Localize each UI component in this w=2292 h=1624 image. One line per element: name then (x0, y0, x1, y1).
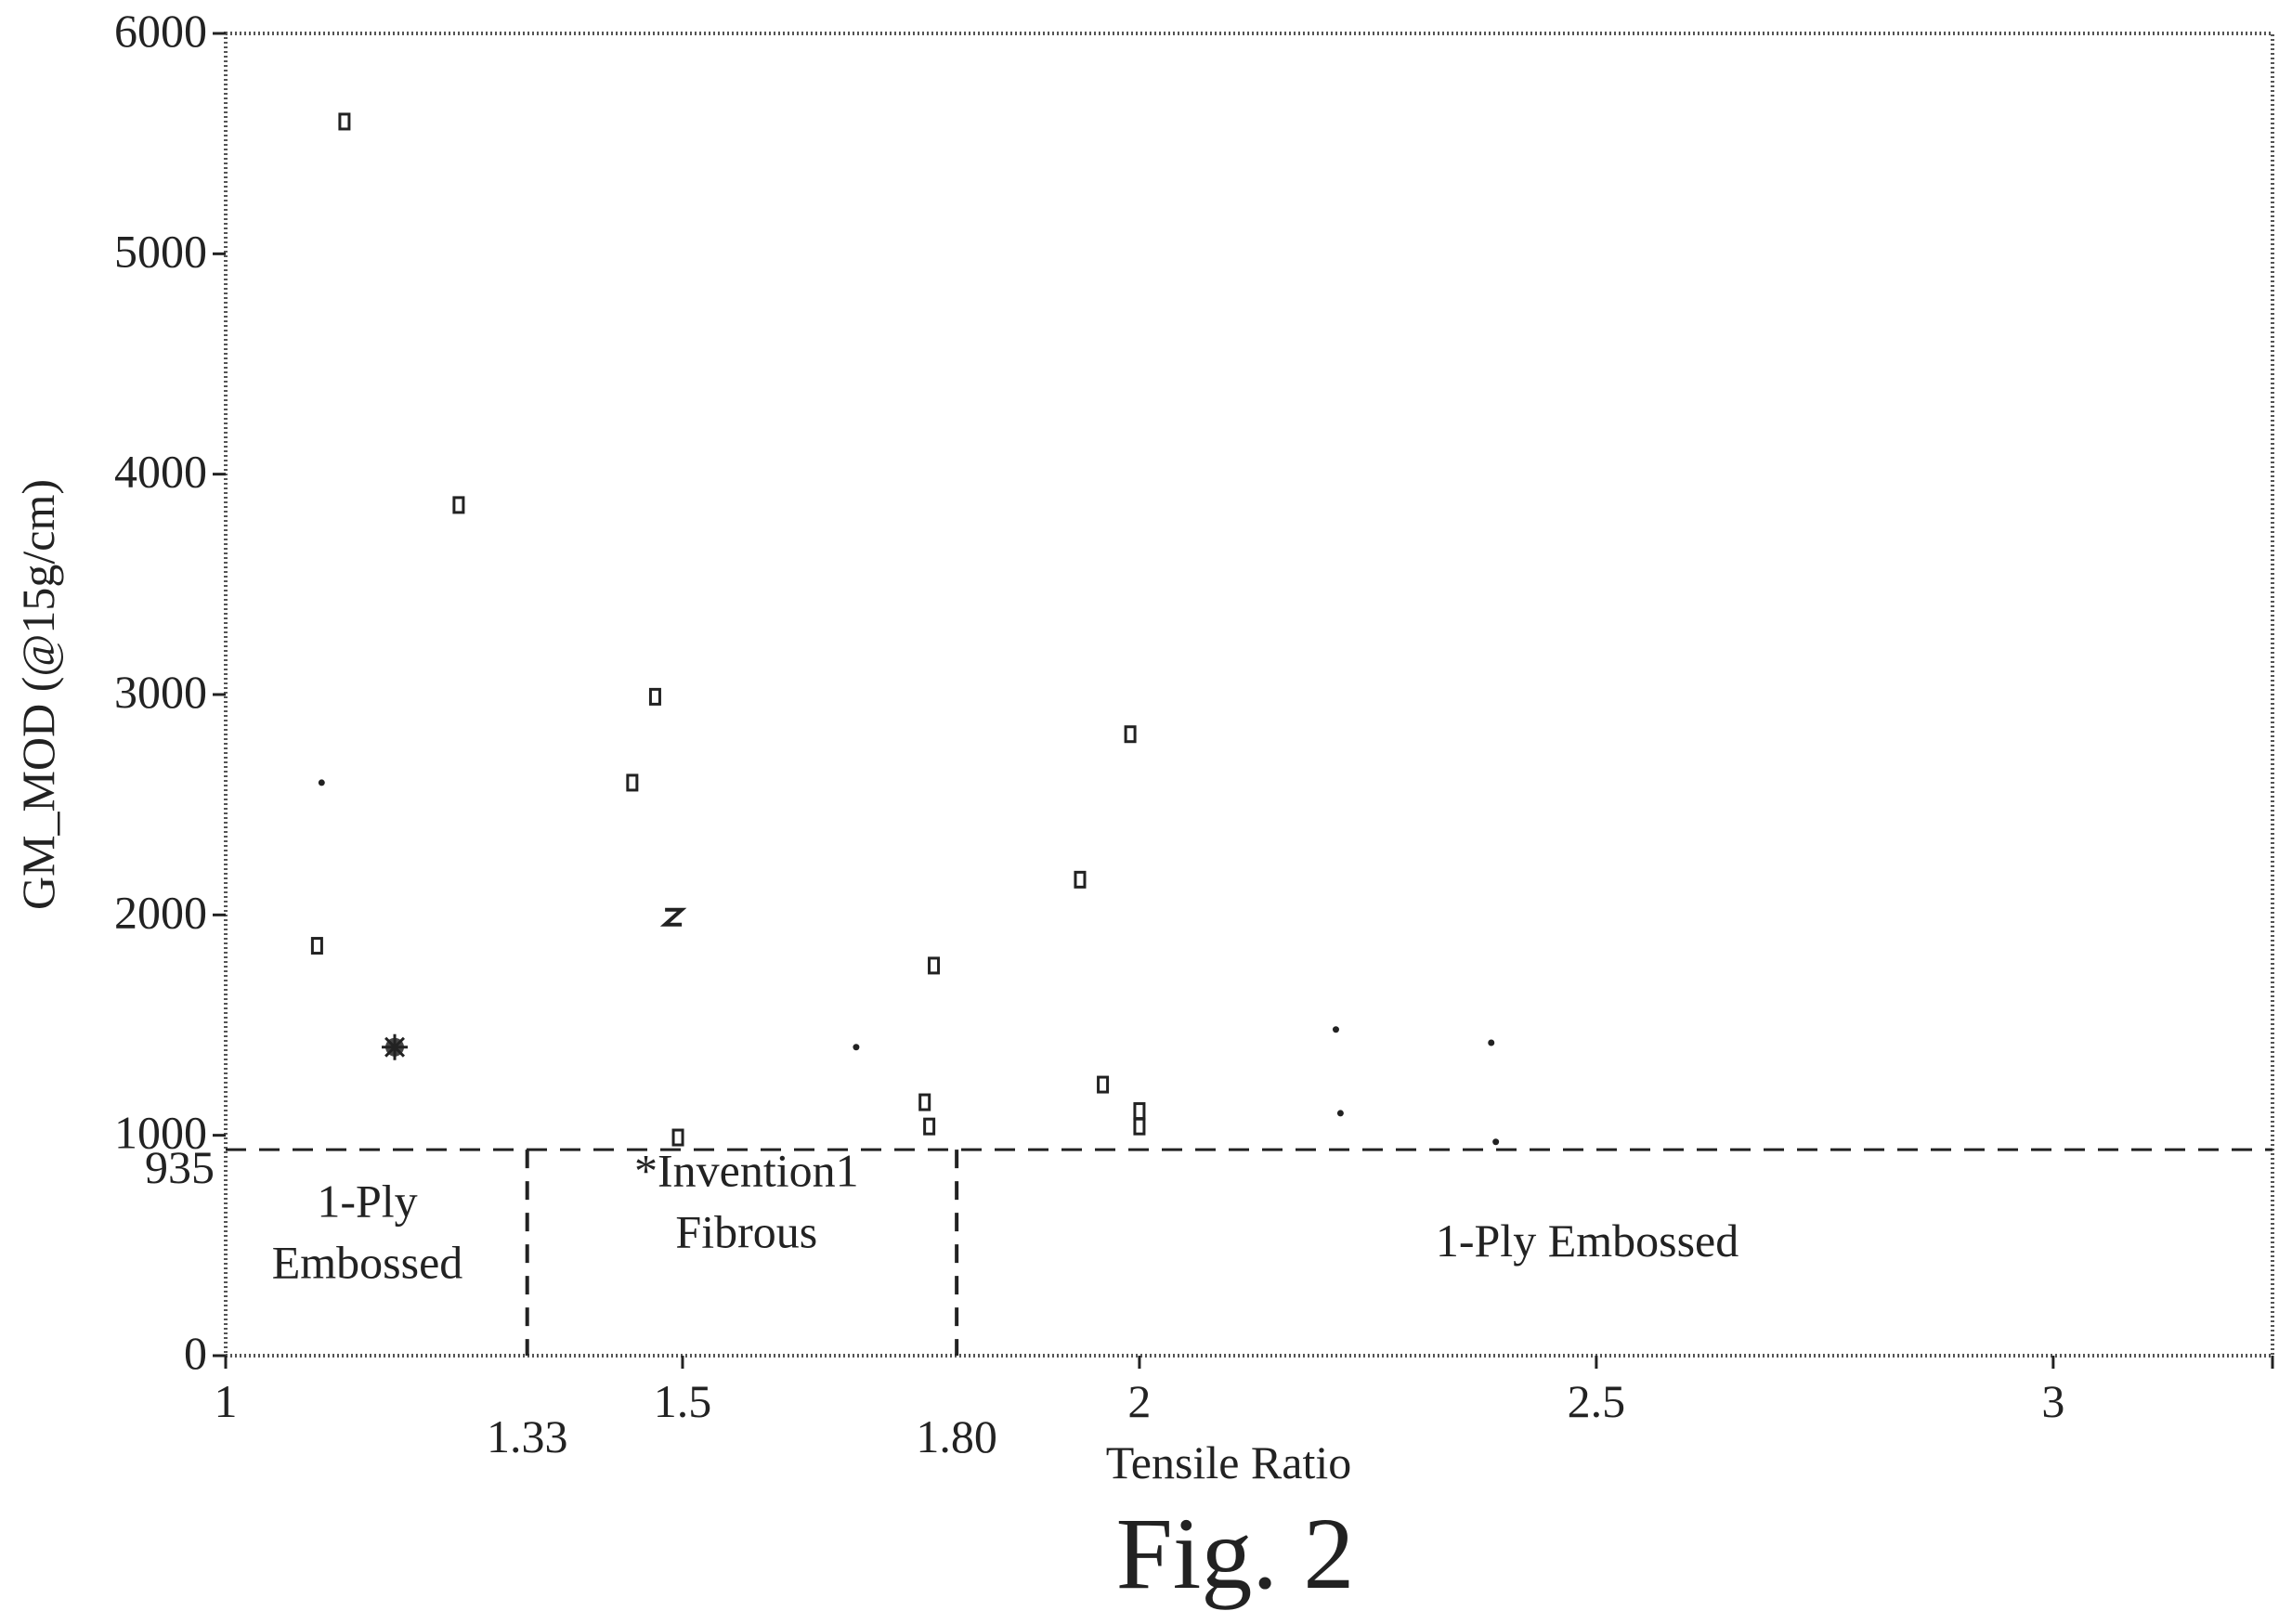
plot-frame (224, 32, 2274, 1358)
data-point (1133, 1102, 1146, 1121)
data-point (853, 1044, 860, 1051)
data-point (626, 773, 639, 792)
y-tick-label: 4000 (114, 446, 207, 498)
data-point (928, 956, 941, 975)
data-point (1074, 870, 1087, 889)
data-point (1124, 725, 1137, 744)
data-point (452, 496, 465, 514)
threshold-label: 935 (145, 1141, 215, 1193)
region-label: Fibrous (675, 1205, 817, 1257)
x-tick-label: 1.33 (487, 1410, 568, 1462)
region-label: *Invention1 (634, 1144, 859, 1196)
plot-border (224, 32, 2274, 1358)
y-axis-title: GM_MOD (@15g/cm) (12, 479, 64, 910)
x-axis-title: Tensile Ratio (1106, 1436, 1352, 1488)
data-point (671, 1128, 684, 1147)
data-point (338, 112, 351, 131)
y-tick-label: 1000 (114, 1107, 207, 1159)
data-point (1097, 1075, 1110, 1094)
x-tick-label: 2 (1127, 1375, 1151, 1427)
x-tick-label: 1.80 (916, 1410, 997, 1462)
y-tick-label: 6000 (114, 5, 207, 57)
data-point (1133, 1117, 1146, 1136)
data-point (382, 1033, 409, 1060)
data-point (923, 1117, 936, 1136)
region-label: 1-Ply Embossed (1436, 1215, 1739, 1267)
x-tick-label: 2.5 (1568, 1375, 1626, 1427)
data-point-ray (384, 1036, 405, 1058)
data-point (1336, 1110, 1344, 1117)
data-point (318, 779, 325, 786)
data-points (310, 112, 1500, 1147)
data-point (659, 907, 687, 927)
data-point (1488, 1039, 1495, 1046)
y-tick-label: 0 (184, 1327, 207, 1379)
y-tick-label: 3000 (114, 666, 207, 718)
data-point (1492, 1138, 1500, 1146)
x-tick-label: 3 (2041, 1375, 2064, 1427)
y-tick-label: 5000 (114, 225, 207, 277)
reference-lines: 935 (145, 1141, 2272, 1356)
axis-ticks: 0 1000 2000 3000 4000 5000 6000 1 1.33 1.5 1.80 2 2.… (114, 5, 2274, 1462)
region-label: 1-Ply (317, 1175, 417, 1227)
x-tick-label: 1 (215, 1375, 238, 1427)
figure-caption: Fig. 2 (1116, 1497, 1355, 1610)
region-labels: 1-Ply Embossed *Invention1 Fibrous 1-Ply Emb… (272, 1144, 1739, 1288)
y-tick-label: 2000 (114, 886, 207, 938)
data-point (918, 1093, 931, 1111)
data-point (310, 937, 323, 955)
region-label: Embossed (272, 1236, 463, 1288)
data-point (1332, 1026, 1339, 1033)
data-point (648, 687, 661, 706)
x-tick-label: 1.5 (654, 1375, 712, 1427)
